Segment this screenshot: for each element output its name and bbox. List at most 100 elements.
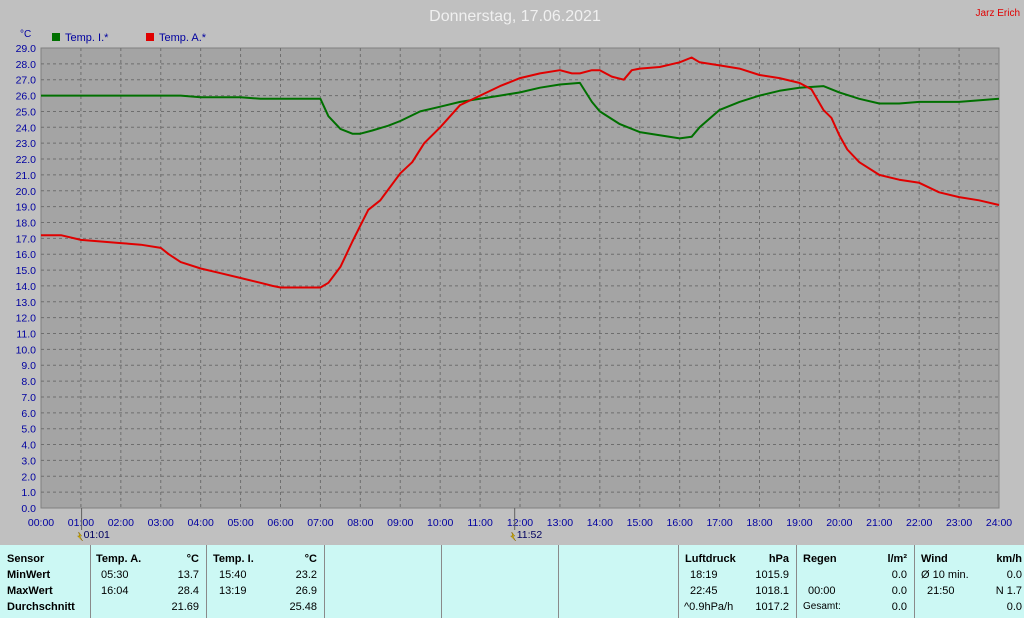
y-tick-label: 20.0: [16, 186, 37, 198]
y-tick-label: 9.0: [21, 360, 36, 372]
wind-avg-value: 0.0: [1006, 569, 1022, 581]
x-tick-label: 13:00: [547, 517, 573, 529]
regen-value-1: 0.0: [891, 569, 907, 581]
wind-max-time: 21:50: [927, 585, 955, 597]
x-tick-label: 06:00: [267, 517, 293, 529]
row-label-avg: Durchschnitt: [7, 601, 75, 613]
y-tick-label: 19.0: [16, 202, 37, 214]
y-tick-label: 28.0: [16, 59, 37, 71]
col-empty-3: [558, 545, 678, 618]
col-wind: Wind km/h Ø 10 min. 0.0 21:50 N 1.7 0.0: [914, 545, 1024, 618]
x-tick-label: 11:00: [467, 517, 493, 529]
x-tick-label: 03:00: [148, 517, 174, 529]
y-tick-label: 7.0: [21, 392, 36, 404]
regen-total-value: 0.0: [891, 601, 907, 613]
legend: Temp. I.* Temp. A.*: [52, 32, 207, 44]
x-tick-label: 08:00: [347, 517, 373, 529]
lightning-icon: [510, 531, 516, 542]
x-tick-label: 09:00: [387, 517, 413, 529]
row-label-max: MaxWert: [7, 585, 53, 597]
col-empty-1: [324, 545, 441, 618]
series-line-temp-a: [41, 56, 1000, 289]
y-tick-label: 26.0: [16, 91, 37, 103]
wind-value-3: 0.0: [1006, 601, 1022, 613]
x-tick-label: 04:00: [188, 517, 214, 529]
x-tick-label: 05:00: [227, 517, 253, 529]
y-tick-label: 13.0: [16, 297, 37, 309]
wind-avg-label: Ø 10 min.: [921, 569, 969, 581]
y-tick-label: 21.0: [16, 170, 37, 182]
x-tick-label: 00:00: [28, 517, 54, 529]
temp-a-average: 21.69: [171, 601, 199, 613]
x-tick-label: 02:00: [108, 517, 134, 529]
luftdruck-max-time: 22:45: [690, 585, 718, 597]
y-tick-label: 0.0: [21, 503, 36, 515]
legend-swatch-temp-a: [146, 33, 154, 41]
temp-a-min-time: 05:30: [101, 569, 129, 581]
temp-i-max-time: 13:19: [219, 585, 247, 597]
legend-label-temp-i: Temp. I.*: [65, 32, 109, 44]
y-tick-label: 22.0: [16, 154, 37, 166]
x-tick-label: 15:00: [627, 517, 653, 529]
y-tick-label: 25.0: [16, 106, 37, 118]
y-tick-label: 6.0: [21, 408, 36, 420]
y-tick-label: 8.0: [21, 376, 36, 388]
y-tick-label: 27.0: [16, 75, 37, 87]
x-tick-label: 17:00: [706, 517, 732, 529]
regen-value-2: 0.0: [891, 585, 907, 597]
y-tick-label: 2.0: [21, 471, 36, 483]
y-tick-label: 4.0: [21, 440, 36, 452]
x-tick-label: 12:00: [507, 517, 533, 529]
lightning-icon: [76, 531, 83, 542]
x-tick-label: 24:00: [986, 517, 1012, 529]
event-time-label: 11:52: [517, 529, 543, 541]
author-label: Jarz Erich: [976, 8, 1020, 19]
x-tick-label: 19:00: [786, 517, 812, 529]
header-unit-c: °C: [304, 553, 317, 565]
statistics-table: Sensor MinWert MaxWert Durchschnitt Temp…: [0, 545, 1024, 618]
x-tick-label: 21:00: [866, 517, 892, 529]
event-time-label: 01:01: [84, 529, 110, 541]
temp-a-max-time: 16:04: [101, 585, 129, 597]
y-tick-label: 10.0: [16, 344, 37, 356]
x-axis-ticks: 00:00 01:00 02:00 03:00 04:00 05:00 06:00 07:00…: [28, 517, 1012, 529]
row-label-min: MinWert: [7, 569, 51, 581]
header-luftdruck: Luftdruck: [685, 553, 736, 565]
y-tick-label: 11.0: [16, 329, 36, 341]
y-tick-label: 15.0: [16, 265, 37, 277]
wind-max-value: N 1.7: [995, 585, 1022, 597]
header-unit-lm2: l/m²: [887, 553, 907, 565]
y-tick-label: 14.0: [16, 281, 37, 293]
col-regen: Regen l/m² 0.0 00:00 0.0 Gesamt: 0.0: [796, 545, 914, 618]
y-tick-label: 17.0: [16, 233, 37, 245]
regen-total-label: Gesamt:: [803, 601, 841, 612]
header-regen: Regen: [803, 553, 837, 565]
x-tick-label: 18:00: [746, 517, 772, 529]
legend-label-temp-a: Temp. A.*: [159, 32, 207, 44]
x-tick-label: 10:00: [427, 517, 453, 529]
luftdruck-min-time: 18:19: [690, 569, 718, 581]
x-tick-label: 14:00: [587, 517, 613, 529]
luftdruck-trend: ^0.9hPa/h: [684, 601, 734, 613]
legend-swatch-temp-i: [52, 33, 60, 41]
chart-title: Donnerstag, 17.06.2021: [429, 8, 601, 25]
y-tick-label: 1.0: [21, 487, 36, 499]
col-sensor: Sensor MinWert MaxWert Durchschnitt: [0, 545, 90, 618]
x-tick-label: 16:00: [667, 517, 693, 529]
y-tick-label: 12.0: [16, 313, 37, 325]
event-markers: 01:01 11:52: [76, 508, 543, 542]
temp-a-min-value: 13.7: [177, 569, 199, 581]
temperature-chart: Donnerstag, 17.06.2021 Jarz Erich °C Tem…: [16, 8, 1020, 542]
x-tick-label: 23:00: [946, 517, 972, 529]
luftdruck-max-value: 1018.1: [755, 585, 789, 597]
header-unit-hpa: hPa: [768, 553, 789, 565]
y-axis-ticks: 0.0 1.0 2.0 3.0 4.0 5.0 6.0 7.0 8.0 9.0 10.0 11.0 12…: [16, 43, 37, 515]
header-wind: Wind: [921, 553, 948, 565]
series-line-temp-i: [41, 81, 1000, 140]
x-tick-label: 22:00: [906, 517, 932, 529]
col-empty-2: [441, 545, 558, 618]
grid-lines: [41, 48, 999, 508]
temp-i-min-value: 23.2: [295, 569, 317, 581]
y-tick-label: 16.0: [16, 249, 37, 261]
